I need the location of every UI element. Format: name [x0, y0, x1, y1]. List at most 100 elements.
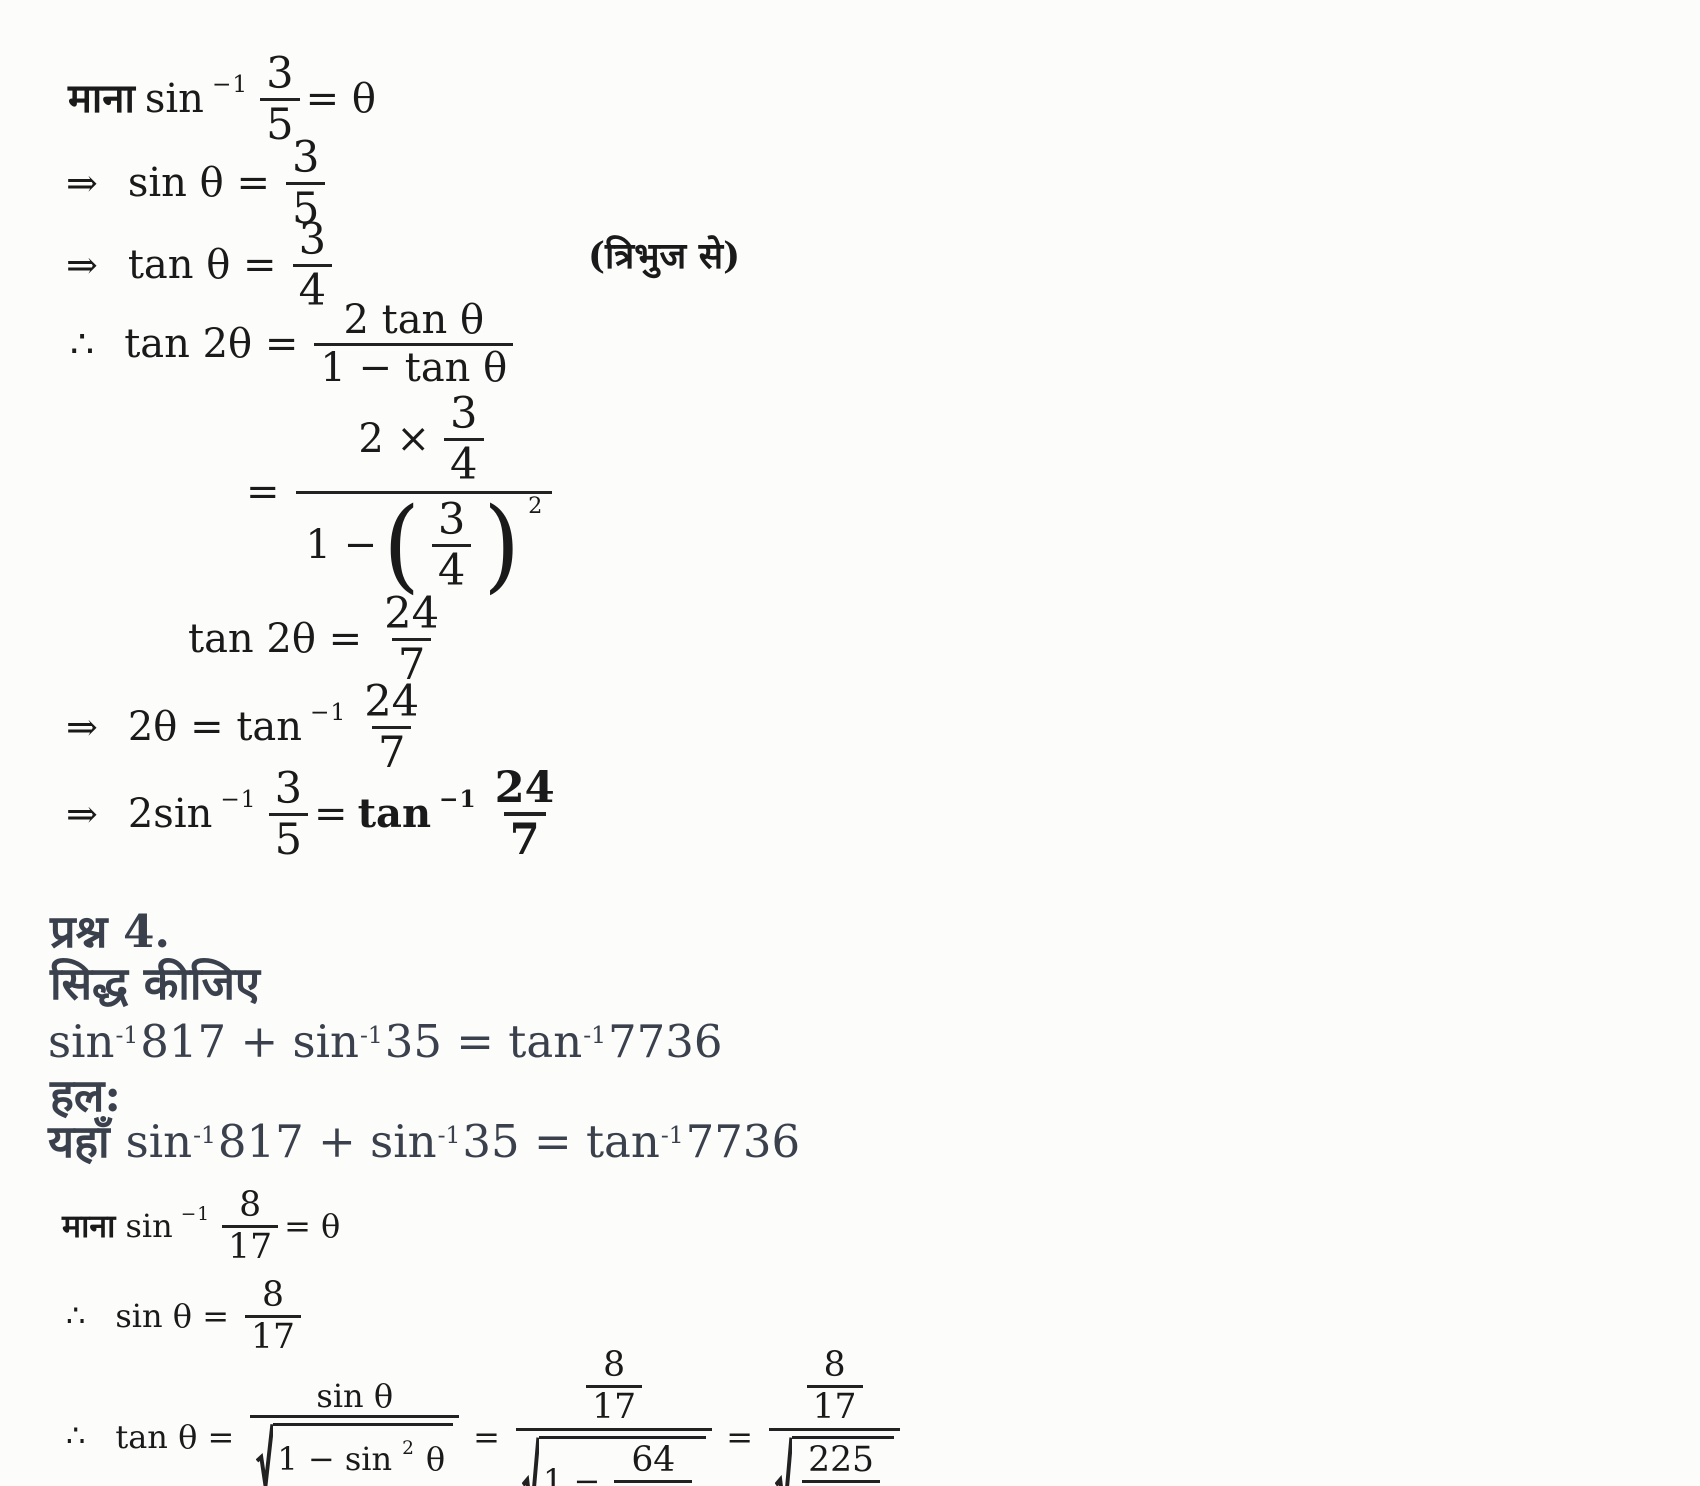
implies-arrow: ⇒ — [66, 705, 98, 750]
statement-sup: -1 — [583, 1020, 606, 1049]
numerator: sin θ — [316, 1377, 394, 1415]
radical: 1 − sin 2 θ — [256, 1422, 454, 1486]
lhs-text: tan θ = — [127, 242, 277, 289]
coefficient: 2 × — [358, 416, 431, 463]
denominator: 289 — [614, 1479, 693, 1486]
question-label: प्रश्न 4. — [50, 905, 171, 958]
radical: 1 − 64 289 — [521, 1435, 707, 1486]
statement-part: 35 = tan — [462, 1115, 660, 1168]
radicand: 225 289 — [792, 1435, 895, 1486]
formula-line-tan-2theta: ∴ tan 2θ = 2 tan θ 1 − tan θ — [70, 300, 519, 389]
note-text: (त्रिभुज से) — [588, 235, 741, 277]
inner-fraction: 3 4 — [444, 392, 484, 487]
radical-sign-icon — [256, 1423, 274, 1486]
statement-sup: -1 — [660, 1120, 684, 1149]
exponent: −1 — [310, 699, 347, 727]
fraction: 3 5 — [285, 133, 326, 231]
numerator: 2 tan θ — [343, 297, 485, 343]
statement-part: 7736 — [685, 1115, 801, 1168]
formula-line-sin-theta-8-17: ∴ sin θ = 8 17 — [66, 1277, 307, 1356]
triangle-note: (त्रिभुज से) — [588, 238, 740, 275]
exponent: −1 — [220, 785, 257, 813]
fraction: 24 7 — [358, 680, 425, 775]
exponent: −1 — [211, 71, 249, 99]
denominator: 5 — [260, 98, 300, 147]
denominator: 1 − sin 2 θ — [250, 1414, 460, 1486]
formula-line-let-sin: माना sin −1 3 5 = θ — [68, 52, 386, 147]
fraction-numeric-2: 8 17 225 289 — [769, 1345, 901, 1486]
implies-arrow: ⇒ — [66, 243, 98, 288]
therefore-sign: ∴ — [66, 1419, 86, 1455]
statement-part: 35 = tan — [384, 1015, 583, 1068]
numerator: 8 17 — [795, 1345, 875, 1428]
formula-line-tan-theta-derivation: ∴ tan θ = sin θ 1 − sin 2 θ = 8 17 — [66, 1345, 906, 1486]
statement-sup: -1 — [437, 1120, 461, 1149]
question-instruction: सिद्ध कीजिए — [50, 959, 260, 1009]
equals-sign: = — [314, 790, 348, 837]
inner-fraction: 8 17 — [806, 1345, 863, 1426]
statement-sup: -1 — [193, 1120, 216, 1149]
denominator: 225 289 — [769, 1427, 901, 1486]
numerator: 3 — [298, 215, 327, 265]
statement-part: 7736 — [608, 1015, 723, 1068]
question-statement: sin-1817 + sin-135 = tan-17736 — [48, 1015, 723, 1068]
numerator: 8 — [823, 1345, 846, 1385]
inner-fraction: 8 17 — [586, 1345, 643, 1426]
radical-sign-icon — [521, 1436, 539, 1486]
radical-sign-icon — [775, 1436, 793, 1486]
big-denominator: 1 − ( 3 4 ) 2 — [295, 486, 553, 605]
open-paren: ( — [383, 486, 420, 605]
fraction: 3 5 — [268, 763, 309, 862]
denominator: 1 − 64 289 — [515, 1427, 713, 1486]
lhs-text: sin θ = — [115, 1297, 230, 1336]
numerator: 3 — [291, 133, 320, 183]
function-name: sin — [125, 1207, 173, 1246]
denominator: 4 — [444, 438, 484, 487]
numerator: 225 — [808, 1439, 875, 1480]
bold-exponent: −1 — [439, 785, 477, 813]
numerator: 3 — [274, 763, 303, 814]
denominator: 4 — [431, 544, 472, 593]
fraction-numeric-1: 8 17 1 − 64 289 — [515, 1345, 713, 1486]
denominator: 17 — [222, 1225, 279, 1265]
function-name: sin — [144, 76, 204, 123]
numerator: 3 — [266, 49, 294, 99]
statement-sup: -1 — [359, 1020, 383, 1049]
denominator: 7 — [371, 726, 412, 775]
numerator: 24 — [384, 589, 440, 639]
denominator: 7 — [391, 638, 432, 687]
inner-fraction: 3 4 — [431, 495, 472, 593]
statement-sup: -1 — [115, 1020, 139, 1049]
inner-fraction: 64 289 — [614, 1442, 693, 1486]
equals-theta: = θ — [284, 1207, 341, 1246]
lhs-text: sin θ = — [127, 160, 270, 207]
statement-part: 817 + sin — [140, 1015, 359, 1068]
equals-sign: = — [246, 469, 280, 516]
exponent: −1 — [180, 1203, 211, 1225]
denominator: 4 — [292, 264, 333, 313]
formula-line-let-sin-8-17: माना sin −1 8 17 = θ — [62, 1187, 350, 1266]
denominator: 17 — [806, 1385, 863, 1425]
square-exponent: 2 — [402, 1438, 414, 1460]
radicand: 1 − 64 289 — [538, 1435, 707, 1486]
lhs-text: 2θ = tan — [127, 704, 303, 751]
lhs-text: tan 2θ = — [188, 616, 363, 663]
fraction: 2 tan θ 1 − tan θ — [314, 297, 514, 389]
fraction: 8 17 — [245, 1277, 301, 1356]
fraction: 8 17 — [222, 1187, 279, 1266]
fraction-symbolic: sin θ 1 − sin 2 θ — [250, 1377, 460, 1486]
denominator: 289 — [802, 1479, 881, 1486]
radicand: 1 − sin 2 θ — [273, 1422, 454, 1486]
numerator: 8 — [603, 1345, 626, 1385]
formula-line-sin-theta: ⇒ sin θ = 3 5 — [66, 136, 331, 231]
therefore-sign: ∴ — [70, 321, 95, 366]
fraction: 24 7 — [378, 592, 445, 687]
formula-line-conclusion: ⇒ 2sin −1 3 5 = tan −1 24 7 — [66, 763, 567, 862]
numerator: 3 — [437, 495, 466, 546]
statement-part: 817 + sin — [217, 1115, 437, 1168]
solution-label-text: हल: — [50, 1069, 122, 1122]
bold-function-name: tan — [357, 789, 432, 837]
denominator: 7 — [503, 812, 546, 862]
square-exponent: 2 — [528, 492, 543, 519]
numerator: 24 — [364, 677, 420, 727]
